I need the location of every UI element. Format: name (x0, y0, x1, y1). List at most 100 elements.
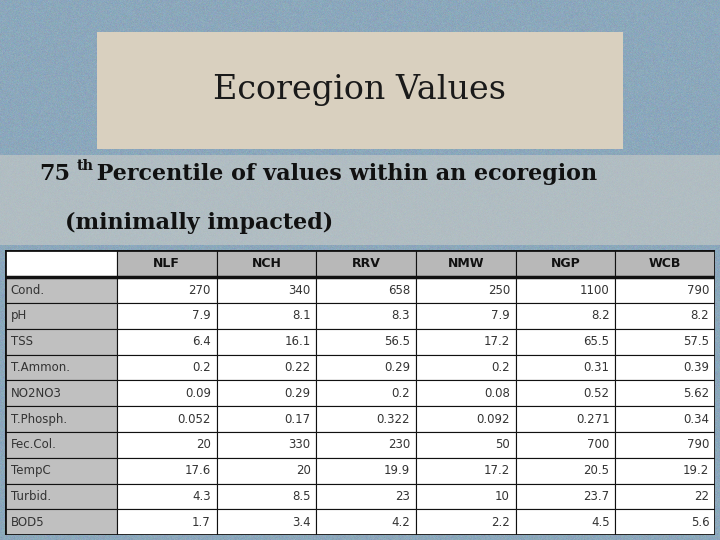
Text: 790: 790 (687, 284, 709, 296)
Text: 17.2: 17.2 (484, 335, 510, 348)
Text: 20: 20 (296, 464, 310, 477)
Text: pH: pH (11, 309, 27, 322)
Text: NLF: NLF (153, 257, 180, 270)
Text: 0.29: 0.29 (384, 361, 410, 374)
FancyBboxPatch shape (5, 380, 117, 406)
Text: 2.2: 2.2 (491, 516, 510, 529)
Text: 0.2: 0.2 (392, 387, 410, 400)
Text: 8.5: 8.5 (292, 490, 310, 503)
FancyBboxPatch shape (5, 432, 117, 458)
FancyBboxPatch shape (616, 303, 715, 329)
Text: T.Ammon.: T.Ammon. (11, 361, 70, 374)
Text: 0.52: 0.52 (584, 387, 610, 400)
Text: 56.5: 56.5 (384, 335, 410, 348)
FancyBboxPatch shape (117, 329, 217, 355)
FancyBboxPatch shape (217, 250, 316, 277)
Text: 0.2: 0.2 (192, 361, 211, 374)
Text: TSS: TSS (11, 335, 32, 348)
Text: NCH: NCH (251, 257, 282, 270)
FancyBboxPatch shape (516, 303, 616, 329)
Text: 790: 790 (687, 438, 709, 451)
Text: 250: 250 (487, 284, 510, 296)
Text: 17.6: 17.6 (184, 464, 211, 477)
Text: 700: 700 (588, 438, 610, 451)
FancyBboxPatch shape (217, 303, 316, 329)
FancyBboxPatch shape (416, 483, 516, 509)
Text: Percentile of values within an ecoregion: Percentile of values within an ecoregion (89, 163, 598, 185)
Text: 20: 20 (196, 438, 211, 451)
Text: 0.052: 0.052 (177, 413, 211, 426)
FancyBboxPatch shape (117, 380, 217, 406)
Text: BOD5: BOD5 (11, 516, 45, 529)
FancyBboxPatch shape (5, 509, 117, 535)
FancyBboxPatch shape (217, 277, 316, 303)
FancyBboxPatch shape (217, 380, 316, 406)
FancyBboxPatch shape (516, 458, 616, 483)
Text: 22: 22 (694, 490, 709, 503)
FancyBboxPatch shape (416, 277, 516, 303)
Text: Cond.: Cond. (11, 284, 45, 296)
FancyBboxPatch shape (217, 432, 316, 458)
FancyBboxPatch shape (117, 406, 217, 432)
FancyBboxPatch shape (217, 406, 316, 432)
Text: NMW: NMW (448, 257, 484, 270)
Text: 658: 658 (388, 284, 410, 296)
FancyBboxPatch shape (117, 277, 217, 303)
Text: 0.39: 0.39 (683, 361, 709, 374)
Text: 4.2: 4.2 (392, 516, 410, 529)
Text: NGP: NGP (551, 257, 580, 270)
Text: WCB: WCB (649, 257, 681, 270)
FancyBboxPatch shape (416, 303, 516, 329)
FancyBboxPatch shape (516, 355, 616, 380)
FancyBboxPatch shape (117, 303, 217, 329)
FancyBboxPatch shape (5, 406, 117, 432)
FancyBboxPatch shape (316, 355, 416, 380)
FancyBboxPatch shape (217, 329, 316, 355)
FancyBboxPatch shape (117, 432, 217, 458)
Text: Ecoregion Values: Ecoregion Values (214, 75, 506, 106)
FancyBboxPatch shape (516, 250, 616, 277)
FancyBboxPatch shape (316, 303, 416, 329)
FancyBboxPatch shape (516, 483, 616, 509)
Text: 50: 50 (495, 438, 510, 451)
Text: Turbid.: Turbid. (11, 490, 51, 503)
FancyBboxPatch shape (5, 250, 117, 277)
Text: 10: 10 (495, 490, 510, 503)
Text: 0.22: 0.22 (284, 361, 310, 374)
FancyBboxPatch shape (416, 355, 516, 380)
FancyBboxPatch shape (5, 458, 117, 483)
Text: 23.7: 23.7 (583, 490, 610, 503)
Text: 4.5: 4.5 (591, 516, 610, 529)
FancyBboxPatch shape (217, 483, 316, 509)
FancyBboxPatch shape (5, 483, 117, 509)
FancyBboxPatch shape (117, 458, 217, 483)
FancyBboxPatch shape (516, 329, 616, 355)
FancyBboxPatch shape (316, 432, 416, 458)
FancyBboxPatch shape (616, 355, 715, 380)
FancyBboxPatch shape (5, 355, 117, 380)
Text: 0.31: 0.31 (584, 361, 610, 374)
FancyBboxPatch shape (5, 329, 117, 355)
FancyBboxPatch shape (416, 406, 516, 432)
FancyBboxPatch shape (416, 509, 516, 535)
FancyBboxPatch shape (117, 483, 217, 509)
FancyBboxPatch shape (316, 458, 416, 483)
Text: 5.6: 5.6 (690, 516, 709, 529)
FancyBboxPatch shape (616, 509, 715, 535)
FancyBboxPatch shape (616, 458, 715, 483)
FancyBboxPatch shape (316, 380, 416, 406)
Text: th: th (77, 159, 94, 173)
FancyBboxPatch shape (316, 329, 416, 355)
Text: 230: 230 (388, 438, 410, 451)
Text: 0.08: 0.08 (484, 387, 510, 400)
FancyBboxPatch shape (117, 355, 217, 380)
Text: 0.2: 0.2 (491, 361, 510, 374)
Text: 16.1: 16.1 (284, 335, 310, 348)
Text: 330: 330 (289, 438, 310, 451)
FancyBboxPatch shape (516, 509, 616, 535)
Text: 0.271: 0.271 (576, 413, 610, 426)
Text: 19.2: 19.2 (683, 464, 709, 477)
Text: 5.62: 5.62 (683, 387, 709, 400)
FancyBboxPatch shape (616, 483, 715, 509)
Text: 0.092: 0.092 (477, 413, 510, 426)
